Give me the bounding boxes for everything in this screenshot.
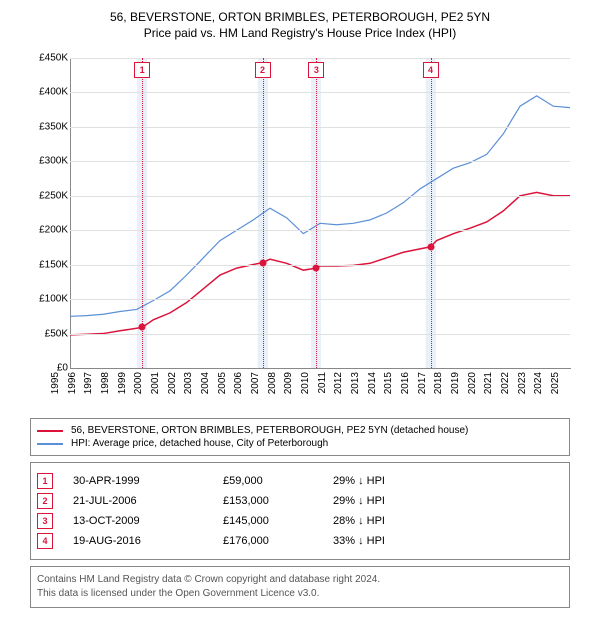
sale-delta: 29% ↓ HPI	[333, 475, 385, 487]
y-tick-label: £400K	[20, 87, 68, 98]
y-tick-label: £300K	[20, 156, 68, 167]
chart-title: 56, BEVERSTONE, ORTON BRIMBLES, PETERBOR…	[10, 10, 590, 40]
sale-date: 21-JUL-2006	[73, 495, 223, 507]
marker-dot	[259, 259, 266, 266]
series-hpi	[70, 96, 570, 316]
legend-label-hpi: HPI: Average price, detached house, City…	[71, 438, 328, 449]
chart: £0£50K£100K£150K£200K£250K£300K£350K£400…	[20, 48, 580, 408]
sale-price: £59,000	[223, 475, 333, 487]
footer-line-1: Contains HM Land Registry data © Crown c…	[37, 573, 563, 587]
legend-row-property: 56, BEVERSTONE, ORTON BRIMBLES, PETERBOR…	[37, 425, 563, 436]
gridline	[70, 230, 570, 231]
chart-svg	[70, 58, 570, 368]
title-line-2: Price paid vs. HM Land Registry's House …	[10, 26, 590, 40]
sale-price: £176,000	[223, 535, 333, 547]
y-tick-label: £200K	[20, 225, 68, 236]
marker-dot	[313, 265, 320, 272]
marker-dot	[427, 243, 434, 250]
marker-line	[263, 58, 264, 368]
sale-marker: 3	[37, 513, 53, 529]
sale-price: £145,000	[223, 515, 333, 527]
gridline	[70, 127, 570, 128]
sale-price: £153,000	[223, 495, 333, 507]
gridline	[70, 161, 570, 162]
sale-date: 13-OCT-2009	[73, 515, 223, 527]
gridline	[70, 196, 570, 197]
marker-line	[316, 58, 317, 368]
gridline	[70, 334, 570, 335]
marker-box: 3	[308, 62, 324, 78]
marker-box: 4	[423, 62, 439, 78]
legend-row-hpi: HPI: Average price, detached house, City…	[37, 438, 563, 449]
sale-delta: 29% ↓ HPI	[333, 495, 385, 507]
title-line-1: 56, BEVERSTONE, ORTON BRIMBLES, PETERBOR…	[10, 10, 590, 24]
y-tick-label: £350K	[20, 121, 68, 132]
gridline	[70, 92, 570, 93]
marker-dot	[139, 324, 146, 331]
sale-delta: 28% ↓ HPI	[333, 515, 385, 527]
marker-box: 2	[255, 62, 271, 78]
sale-marker: 4	[37, 533, 53, 549]
marker-line	[431, 58, 432, 368]
x-tick-label: 2025	[550, 372, 590, 394]
gridline	[70, 299, 570, 300]
sale-row: 2 21-JUL-2006£153,00029% ↓ HPI	[37, 493, 563, 509]
series-property	[70, 192, 570, 335]
sale-row: 1 30-APR-1999£59,00029% ↓ HPI	[37, 473, 563, 489]
y-tick-label: £450K	[20, 53, 68, 64]
gridline	[70, 265, 570, 266]
y-tick-label: £100K	[20, 294, 68, 305]
footer: Contains HM Land Registry data © Crown c…	[30, 566, 570, 608]
y-tick-label: £150K	[20, 259, 68, 270]
sale-delta: 33% ↓ HPI	[333, 535, 385, 547]
sale-date: 19-AUG-2016	[73, 535, 223, 547]
legend: 56, BEVERSTONE, ORTON BRIMBLES, PETERBOR…	[30, 418, 570, 456]
sale-marker: 2	[37, 493, 53, 509]
y-tick-label: £250K	[20, 190, 68, 201]
sale-row: 3 13-OCT-2009£145,00028% ↓ HPI	[37, 513, 563, 529]
legend-swatch-hpi	[37, 443, 63, 445]
legend-label-property: 56, BEVERSTONE, ORTON BRIMBLES, PETERBOR…	[71, 425, 468, 436]
sale-date: 30-APR-1999	[73, 475, 223, 487]
sales-table: 1 30-APR-1999£59,00029% ↓ HPI 2 21-JUL-2006…	[30, 462, 570, 560]
sale-marker: 1	[37, 473, 53, 489]
sale-row: 4 19-AUG-2016£176,00033% ↓ HPI	[37, 533, 563, 549]
marker-line	[142, 58, 143, 368]
footer-line-2: This data is licensed under the Open Gov…	[37, 587, 563, 601]
marker-box: 1	[134, 62, 150, 78]
gridline	[70, 58, 570, 59]
legend-swatch-property	[37, 430, 63, 432]
y-tick-label: £50K	[20, 328, 68, 339]
